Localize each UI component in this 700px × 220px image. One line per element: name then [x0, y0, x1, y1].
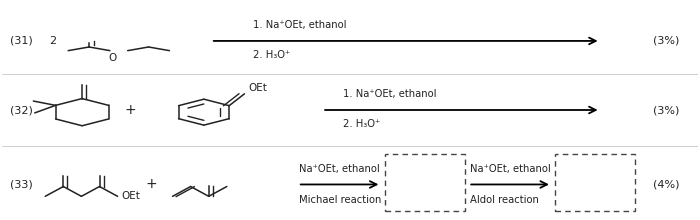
Text: (4%): (4%) — [652, 180, 679, 189]
Text: 2. H₃O⁺: 2. H₃O⁺ — [253, 50, 290, 60]
Text: Na⁺OEt, ethanol: Na⁺OEt, ethanol — [299, 164, 380, 174]
Text: Michael reaction: Michael reaction — [299, 194, 382, 205]
Text: 1. Na⁺OEt, ethanol: 1. Na⁺OEt, ethanol — [253, 20, 346, 30]
Text: 1. Na⁺OEt, ethanol: 1. Na⁺OEt, ethanol — [343, 89, 437, 99]
Text: O: O — [108, 53, 116, 63]
Text: (32): (32) — [10, 105, 34, 115]
Text: OEt: OEt — [121, 191, 140, 201]
Text: OEt: OEt — [248, 83, 267, 93]
Text: +: + — [146, 178, 158, 191]
Text: (3%): (3%) — [652, 36, 679, 46]
Text: Na⁺OEt, ethanol: Na⁺OEt, ethanol — [470, 164, 550, 174]
Text: Aldol reaction: Aldol reaction — [470, 194, 538, 205]
Bar — [555, 154, 636, 211]
Text: 2: 2 — [50, 36, 57, 46]
Text: (3%): (3%) — [652, 105, 679, 115]
Text: 2. H₃O⁺: 2. H₃O⁺ — [343, 119, 380, 129]
Text: (33): (33) — [10, 180, 33, 189]
Text: (31): (31) — [10, 36, 33, 46]
Text: +: + — [125, 103, 136, 117]
Bar — [385, 154, 465, 211]
